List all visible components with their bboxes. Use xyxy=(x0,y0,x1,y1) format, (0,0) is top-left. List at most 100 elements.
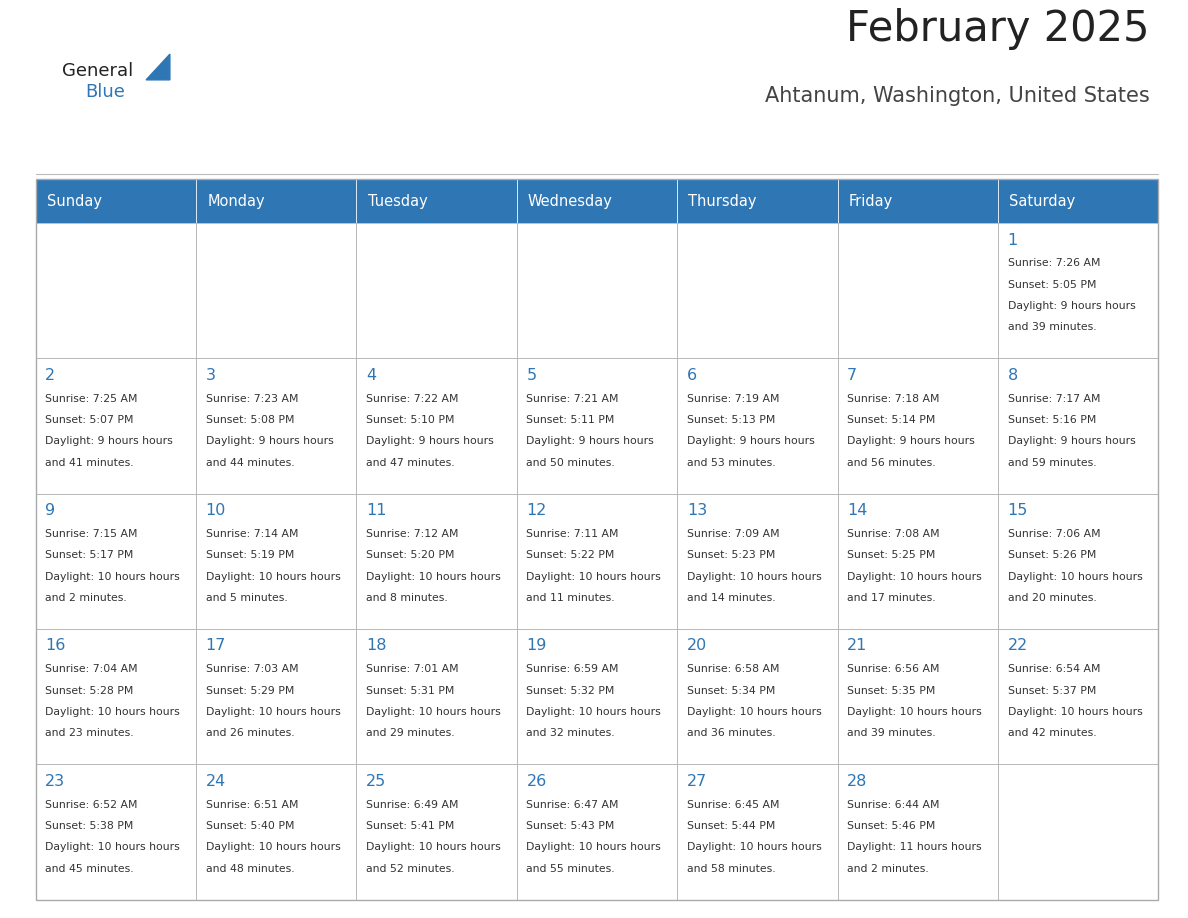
Text: Sunset: 5:07 PM: Sunset: 5:07 PM xyxy=(45,415,134,425)
Text: Sunset: 5:46 PM: Sunset: 5:46 PM xyxy=(847,821,935,831)
Text: Sunrise: 6:52 AM: Sunrise: 6:52 AM xyxy=(45,800,138,810)
Text: Wednesday: Wednesday xyxy=(527,194,613,208)
Text: Sunset: 5:38 PM: Sunset: 5:38 PM xyxy=(45,821,133,831)
Text: Daylight: 10 hours hours: Daylight: 10 hours hours xyxy=(847,707,982,717)
Text: Sunset: 5:20 PM: Sunset: 5:20 PM xyxy=(366,550,455,560)
Text: 22: 22 xyxy=(1007,639,1028,654)
Text: Sunrise: 6:44 AM: Sunrise: 6:44 AM xyxy=(847,800,940,810)
Text: Sunrise: 7:09 AM: Sunrise: 7:09 AM xyxy=(687,529,779,539)
Text: and 8 minutes.: and 8 minutes. xyxy=(366,593,448,603)
Text: Sunrise: 7:18 AM: Sunrise: 7:18 AM xyxy=(847,394,940,404)
Text: 26: 26 xyxy=(526,774,546,789)
Text: Daylight: 9 hours hours: Daylight: 9 hours hours xyxy=(687,436,815,446)
FancyBboxPatch shape xyxy=(356,629,517,765)
Text: and 36 minutes.: and 36 minutes. xyxy=(687,728,776,738)
FancyBboxPatch shape xyxy=(838,358,998,494)
Text: Sunrise: 7:26 AM: Sunrise: 7:26 AM xyxy=(1007,258,1100,268)
FancyBboxPatch shape xyxy=(998,223,1158,358)
Text: Sunset: 5:26 PM: Sunset: 5:26 PM xyxy=(1007,550,1095,560)
Text: 7: 7 xyxy=(847,368,858,383)
Text: Sunset: 5:22 PM: Sunset: 5:22 PM xyxy=(526,550,614,560)
Text: 14: 14 xyxy=(847,503,867,518)
FancyBboxPatch shape xyxy=(677,358,838,494)
FancyBboxPatch shape xyxy=(838,629,998,765)
FancyBboxPatch shape xyxy=(36,494,196,629)
Text: Sunset: 5:14 PM: Sunset: 5:14 PM xyxy=(847,415,935,425)
Text: 10: 10 xyxy=(206,503,226,518)
Text: Daylight: 10 hours hours: Daylight: 10 hours hours xyxy=(366,707,501,717)
Text: Daylight: 10 hours hours: Daylight: 10 hours hours xyxy=(366,572,501,582)
FancyBboxPatch shape xyxy=(677,629,838,765)
Text: Sunrise: 7:25 AM: Sunrise: 7:25 AM xyxy=(45,394,138,404)
Text: Sunset: 5:28 PM: Sunset: 5:28 PM xyxy=(45,686,133,696)
Text: and 17 minutes.: and 17 minutes. xyxy=(847,593,936,603)
Text: Sunrise: 7:22 AM: Sunrise: 7:22 AM xyxy=(366,394,459,404)
Text: 8: 8 xyxy=(1007,368,1018,383)
Text: 17: 17 xyxy=(206,639,226,654)
Text: Sunset: 5:31 PM: Sunset: 5:31 PM xyxy=(366,686,454,696)
Text: 6: 6 xyxy=(687,368,697,383)
Text: Sunrise: 6:54 AM: Sunrise: 6:54 AM xyxy=(1007,665,1100,674)
Text: and 26 minutes.: and 26 minutes. xyxy=(206,728,295,738)
Text: Daylight: 10 hours hours: Daylight: 10 hours hours xyxy=(206,843,341,852)
Text: Daylight: 10 hours hours: Daylight: 10 hours hours xyxy=(206,572,341,582)
FancyBboxPatch shape xyxy=(677,765,838,900)
FancyBboxPatch shape xyxy=(36,765,196,900)
Text: Sunset: 5:32 PM: Sunset: 5:32 PM xyxy=(526,686,614,696)
Text: Sunset: 5:44 PM: Sunset: 5:44 PM xyxy=(687,821,775,831)
Text: Daylight: 10 hours hours: Daylight: 10 hours hours xyxy=(366,843,501,852)
Text: Sunset: 5:08 PM: Sunset: 5:08 PM xyxy=(206,415,295,425)
Text: Sunset: 5:16 PM: Sunset: 5:16 PM xyxy=(1007,415,1095,425)
FancyBboxPatch shape xyxy=(517,765,677,900)
Text: Sunrise: 6:49 AM: Sunrise: 6:49 AM xyxy=(366,800,459,810)
Text: and 42 minutes.: and 42 minutes. xyxy=(1007,728,1097,738)
FancyBboxPatch shape xyxy=(517,223,677,358)
FancyBboxPatch shape xyxy=(196,223,356,358)
FancyBboxPatch shape xyxy=(196,179,356,223)
Text: Sunrise: 7:08 AM: Sunrise: 7:08 AM xyxy=(847,529,940,539)
FancyBboxPatch shape xyxy=(196,629,356,765)
Text: 19: 19 xyxy=(526,639,546,654)
Text: Daylight: 9 hours hours: Daylight: 9 hours hours xyxy=(366,436,494,446)
FancyBboxPatch shape xyxy=(838,223,998,358)
Text: Sunset: 5:40 PM: Sunset: 5:40 PM xyxy=(206,821,295,831)
Text: 1: 1 xyxy=(1007,232,1018,248)
Text: Daylight: 10 hours hours: Daylight: 10 hours hours xyxy=(526,843,662,852)
Text: Daylight: 9 hours hours: Daylight: 9 hours hours xyxy=(45,436,173,446)
Text: and 41 minutes.: and 41 minutes. xyxy=(45,458,134,467)
Text: Sunset: 5:23 PM: Sunset: 5:23 PM xyxy=(687,550,775,560)
Text: and 39 minutes.: and 39 minutes. xyxy=(1007,322,1097,332)
Text: and 59 minutes.: and 59 minutes. xyxy=(1007,458,1097,467)
Text: 28: 28 xyxy=(847,774,867,789)
Text: Sunrise: 6:47 AM: Sunrise: 6:47 AM xyxy=(526,800,619,810)
Text: Daylight: 9 hours hours: Daylight: 9 hours hours xyxy=(1007,436,1136,446)
Text: 16: 16 xyxy=(45,639,65,654)
Text: Sunrise: 7:03 AM: Sunrise: 7:03 AM xyxy=(206,665,298,674)
Text: and 53 minutes.: and 53 minutes. xyxy=(687,458,776,467)
Text: and 48 minutes.: and 48 minutes. xyxy=(206,864,295,874)
Text: Daylight: 10 hours hours: Daylight: 10 hours hours xyxy=(1007,572,1143,582)
Text: Blue: Blue xyxy=(86,83,126,101)
Text: Ahtanum, Washington, United States: Ahtanum, Washington, United States xyxy=(765,85,1150,106)
FancyBboxPatch shape xyxy=(998,629,1158,765)
Text: and 2 minutes.: and 2 minutes. xyxy=(45,593,127,603)
FancyBboxPatch shape xyxy=(36,223,196,358)
Text: Daylight: 10 hours hours: Daylight: 10 hours hours xyxy=(526,707,662,717)
Text: Sunrise: 7:23 AM: Sunrise: 7:23 AM xyxy=(206,394,298,404)
Text: 27: 27 xyxy=(687,774,707,789)
Text: Sunrise: 7:21 AM: Sunrise: 7:21 AM xyxy=(526,394,619,404)
Text: 23: 23 xyxy=(45,774,65,789)
Text: and 5 minutes.: and 5 minutes. xyxy=(206,593,287,603)
FancyBboxPatch shape xyxy=(838,765,998,900)
Text: Daylight: 9 hours hours: Daylight: 9 hours hours xyxy=(526,436,655,446)
Text: Sunrise: 6:56 AM: Sunrise: 6:56 AM xyxy=(847,665,940,674)
Text: and 20 minutes.: and 20 minutes. xyxy=(1007,593,1097,603)
Text: Sunrise: 6:45 AM: Sunrise: 6:45 AM xyxy=(687,800,779,810)
Text: Thursday: Thursday xyxy=(688,194,757,208)
FancyBboxPatch shape xyxy=(36,629,196,765)
Text: 11: 11 xyxy=(366,503,386,518)
Text: Monday: Monday xyxy=(207,194,265,208)
Text: Daylight: 10 hours hours: Daylight: 10 hours hours xyxy=(687,707,822,717)
Text: 18: 18 xyxy=(366,639,386,654)
Text: Daylight: 10 hours hours: Daylight: 10 hours hours xyxy=(687,572,822,582)
